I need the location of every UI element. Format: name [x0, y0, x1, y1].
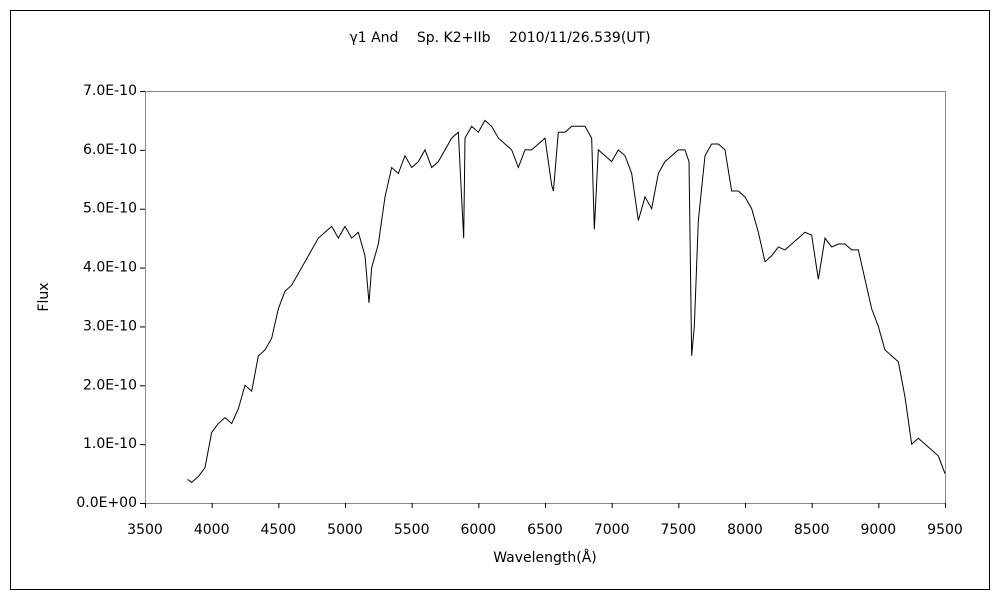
x-tick-label: 5000 — [327, 522, 363, 538]
y-tick-label: 2.0E-10 — [83, 377, 137, 393]
plot-area — [145, 91, 946, 504]
y-tick-label: 5.0E-10 — [83, 201, 137, 217]
x-tick-label: 9500 — [927, 522, 963, 538]
chart-title: γ1 And Sp. K2+IIb 2010/11/26.539(UT) — [349, 30, 650, 46]
x-tick-label: 4000 — [194, 522, 230, 538]
y-tick-label: 1.0E-10 — [83, 436, 137, 452]
x-tick-label: 8500 — [794, 522, 830, 538]
x-tick-label: 7000 — [594, 522, 630, 538]
x-axis-label: Wavelength(Å) — [493, 549, 597, 566]
x-tick-label: 7500 — [661, 522, 697, 538]
x-tick-label: 4500 — [261, 522, 297, 538]
y-axis-label: Flux — [36, 282, 52, 311]
y-tick-label: 3.0E-10 — [83, 318, 137, 334]
x-tick-label: 8000 — [727, 522, 763, 538]
y-tick-label: 4.0E-10 — [83, 260, 137, 276]
x-tick-label: 3500 — [127, 522, 163, 538]
spectrum-line — [187, 119, 946, 484]
x-tick-label: 6500 — [527, 522, 563, 538]
y-tick-label: 6.0E-10 — [83, 142, 137, 158]
y-tick-label: 0.0E+00 — [76, 495, 137, 511]
y-tick-label: 7.0E-10 — [83, 83, 137, 99]
x-tick-label: 5500 — [394, 522, 430, 538]
x-tick-label: 9000 — [861, 522, 897, 538]
x-tick-label: 6000 — [461, 522, 497, 538]
